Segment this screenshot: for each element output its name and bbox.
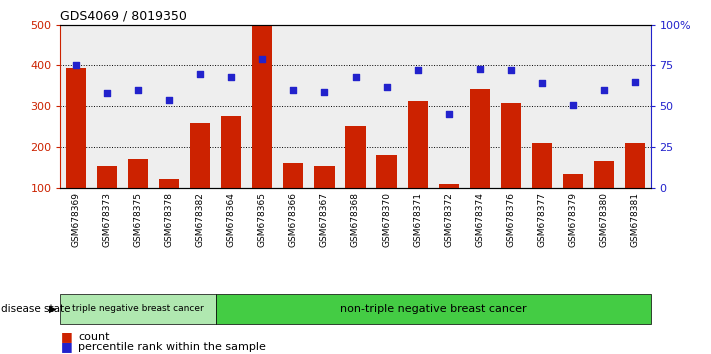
Bar [309, 25, 340, 188]
Bar [278, 25, 309, 188]
Bar [439, 184, 459, 228]
Text: triple negative breast cancer: triple negative breast cancer [73, 304, 204, 313]
Point [257, 56, 268, 62]
Bar [625, 143, 645, 228]
Bar [190, 123, 210, 228]
Bar [402, 25, 433, 188]
Bar [159, 179, 179, 228]
Bar [532, 143, 552, 228]
Point [350, 74, 361, 80]
Point [443, 112, 454, 117]
Bar [407, 101, 428, 228]
Text: percentile rank within the sample: percentile rank within the sample [78, 342, 266, 352]
Point [164, 97, 175, 103]
Bar [252, 26, 272, 228]
Bar [433, 25, 464, 188]
Point [412, 68, 423, 73]
Point [567, 102, 579, 107]
Bar [464, 25, 496, 188]
Bar [215, 294, 651, 324]
Bar [247, 25, 278, 188]
Bar [563, 174, 583, 228]
Text: disease state: disease state [1, 304, 70, 314]
Point [474, 66, 486, 72]
Point [132, 87, 144, 93]
Bar [283, 163, 304, 228]
Point [381, 84, 392, 90]
Bar [92, 25, 122, 188]
Bar [122, 25, 154, 188]
Text: non-triple negative breast cancer: non-triple negative breast cancer [340, 304, 526, 314]
Bar [594, 161, 614, 228]
Text: ■: ■ [60, 341, 73, 353]
Bar [619, 25, 651, 188]
Bar [215, 25, 247, 188]
Point [536, 81, 547, 86]
Bar [340, 25, 371, 188]
Text: count: count [78, 332, 109, 342]
Bar [376, 155, 397, 228]
Bar [60, 294, 215, 324]
Text: ■: ■ [60, 331, 73, 343]
Text: ▶: ▶ [49, 304, 57, 314]
Point [629, 79, 641, 85]
Bar [526, 25, 557, 188]
Bar [557, 25, 589, 188]
Bar [221, 116, 241, 228]
Point [102, 90, 113, 96]
Text: GDS4069 / 8019350: GDS4069 / 8019350 [60, 9, 187, 22]
Bar [470, 89, 490, 228]
Point [225, 74, 237, 80]
Bar [128, 159, 148, 228]
Bar [97, 166, 117, 228]
Bar [66, 68, 86, 228]
Bar [60, 25, 92, 188]
Bar [314, 166, 335, 228]
Bar [185, 25, 215, 188]
Bar [346, 126, 365, 228]
Point [505, 68, 516, 73]
Point [319, 89, 330, 95]
Bar [589, 25, 619, 188]
Bar [371, 25, 402, 188]
Bar [501, 103, 521, 228]
Point [195, 71, 206, 76]
Bar [496, 25, 526, 188]
Point [70, 63, 82, 68]
Point [288, 87, 299, 93]
Bar [154, 25, 185, 188]
Point [598, 87, 609, 93]
